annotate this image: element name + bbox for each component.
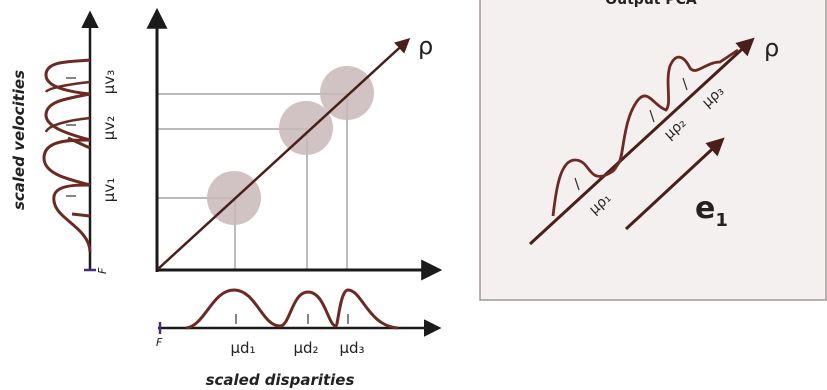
rho-label: ρ xyxy=(418,32,433,60)
pca-eigen-letter: e xyxy=(695,191,715,226)
pca-eigenvector-arrow xyxy=(624,137,725,231)
pca-panel: Output PCA ρ μρ₁ μρ₂ μρ₃ e1 xyxy=(479,0,827,301)
pca-eigen-label: e1 xyxy=(695,191,728,231)
pca-rho-axis xyxy=(528,37,755,246)
pca-panel-title: Output PCA xyxy=(605,0,697,8)
pca-panel-background xyxy=(479,0,827,301)
main-plot: ρ xyxy=(146,7,443,281)
disparity-origin-label: F xyxy=(156,336,163,349)
velocity-mean-1: μv₁ xyxy=(100,178,118,202)
disparity-mean-1: μd₁ xyxy=(230,339,255,357)
disparity-mean-2: μd₂ xyxy=(293,339,318,357)
pca-mean-tick xyxy=(682,77,688,91)
pca-mean-tick xyxy=(574,177,580,191)
velocity-gaussian-curves xyxy=(42,58,92,253)
pca-eigen-subscript: 1 xyxy=(715,210,728,231)
disparity-mean-3: μd₃ xyxy=(339,339,364,357)
velocity-mean-2: μv₂ xyxy=(100,116,118,140)
rho-diagonal xyxy=(157,37,411,270)
velocity-axis-group: scaled velocities F μv₁ μv₂ μv₃ xyxy=(10,10,118,274)
velocity-gaussian-wings xyxy=(44,80,91,133)
pca-mean-tick xyxy=(649,109,655,123)
cluster-blob-3 xyxy=(320,66,374,120)
disparity-gaussian-curves xyxy=(185,288,399,330)
pca-rho-label: ρ xyxy=(764,34,779,62)
velocity-axis-title: scaled velocities xyxy=(10,70,28,210)
velocity-origin-label: F xyxy=(96,267,109,274)
pca-gaussian-curves xyxy=(551,48,739,217)
disparity-axis-group: F μd₁ μd₂ μd₃ scaled disparities xyxy=(156,288,442,389)
disparity-axis-title: scaled disparities xyxy=(206,371,355,389)
velocity-mean-3: μv₃ xyxy=(100,70,118,94)
cluster-blob-2 xyxy=(279,101,333,155)
